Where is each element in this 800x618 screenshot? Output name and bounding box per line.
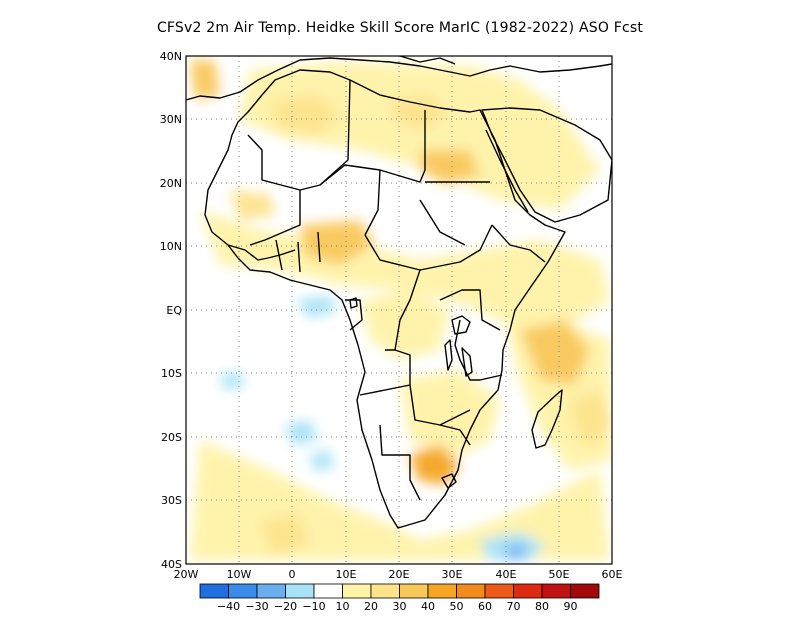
lon-label: 20W: [174, 568, 199, 581]
lat-label: 20S: [161, 431, 182, 444]
colorbar-label: 20: [364, 600, 378, 613]
lat-label: EQ: [166, 304, 182, 317]
lat-label: 40S: [161, 558, 182, 571]
colorbar-label: 50: [450, 600, 464, 613]
lon-label: 30E: [442, 568, 463, 581]
colorbar-swatch: [199, 583, 229, 599]
colorbar-swatch: [285, 583, 315, 599]
lon-label: 10E: [336, 568, 357, 581]
colorbar-label: −40: [217, 600, 240, 613]
longitude-labels: 20W 10W 0 10E 20E 30E 40E 50E 60E: [174, 568, 623, 581]
colorbar-swatch: [570, 583, 600, 599]
map-title: CFSv2 2m Air Temp. Heidke Skill Score Ma…: [156, 20, 644, 36]
lat-label: 30S: [161, 494, 182, 507]
colorbar-label: 40: [421, 600, 435, 613]
graticule: [186, 56, 612, 564]
lat-label: 10N: [160, 240, 182, 253]
colorbar: −40 −30 −20 −10 10 20 30 40 50 60 70 80 90: [199, 583, 600, 613]
colorbar-label: −30: [245, 600, 268, 613]
colorbar-label: 70: [507, 600, 521, 613]
lat-label: 30N: [160, 113, 182, 126]
colorbar-label: −10: [302, 600, 325, 613]
coastlines-and-borders: [186, 56, 612, 529]
colorbar-label: 80: [535, 600, 549, 613]
colorbar-swatch: [370, 583, 400, 599]
colorbar-swatch: [313, 583, 343, 599]
colorbar-swatch: [228, 583, 258, 599]
lat-label: 20N: [160, 177, 182, 190]
colorbar-label: 10: [336, 600, 350, 613]
skill-score-field: [186, 56, 612, 564]
plot-frame: [185, 55, 613, 565]
colorbar-label: −20: [274, 600, 297, 613]
colorbar-swatch: [484, 583, 514, 599]
colorbar-swatch: [427, 583, 457, 599]
colorbar-swatch: [256, 583, 286, 599]
lon-label: 40E: [496, 568, 517, 581]
lon-label: 20E: [389, 568, 410, 581]
colorbar-label: 90: [564, 600, 578, 613]
latitude-labels: 40N 30N 20N 10N EQ 10S 20S 30S 40S: [160, 50, 183, 571]
lat-label: 10S: [161, 367, 182, 380]
lon-label: 50E: [549, 568, 570, 581]
colorbar-swatch: [513, 583, 543, 599]
lon-label: 60E: [602, 568, 623, 581]
colorbar-label: 30: [393, 600, 407, 613]
colorbar-label: 60: [478, 600, 492, 613]
lon-label: 10W: [227, 568, 252, 581]
lon-label: 0: [289, 568, 296, 581]
colorbar-swatch: [541, 583, 571, 599]
colorbar-swatch: [399, 583, 429, 599]
lat-label: 40N: [160, 50, 182, 63]
colorbar-swatch: [456, 583, 486, 599]
colorbar-swatch: [342, 583, 372, 599]
